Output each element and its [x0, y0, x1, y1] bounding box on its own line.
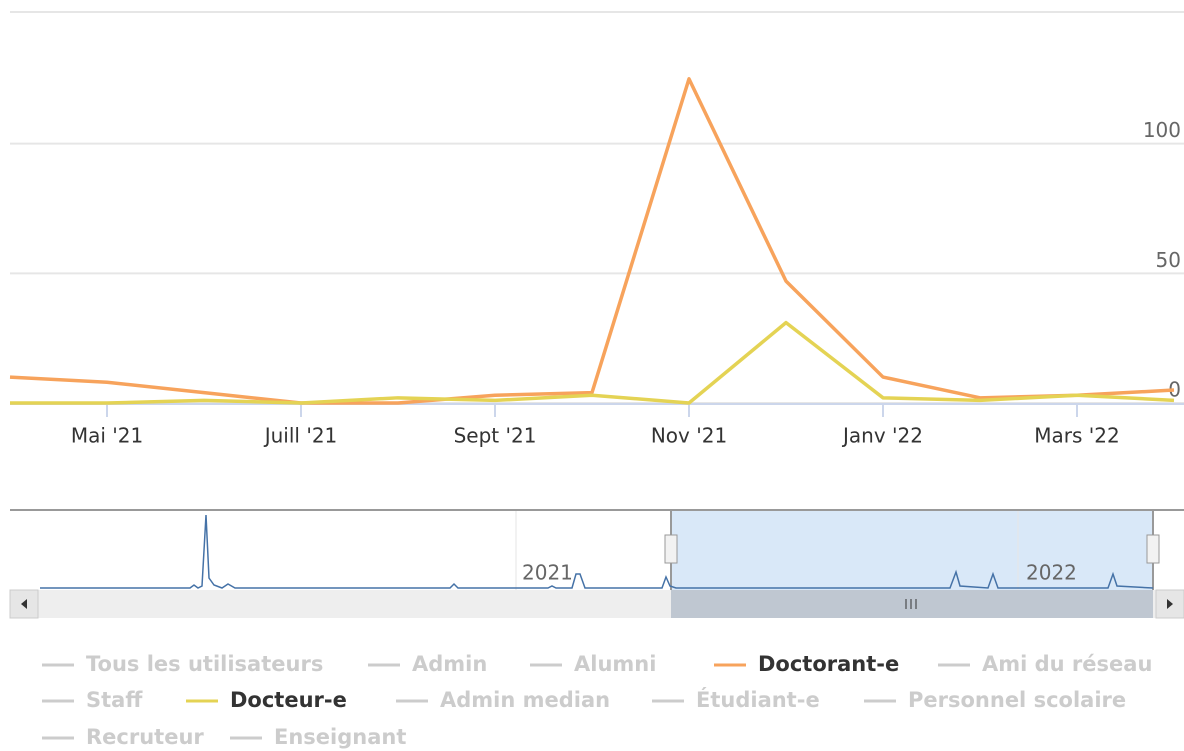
- navigator: 2021 2022: [10, 509, 1184, 590]
- legend-item[interactable]: Ami du réseau: [938, 652, 1152, 676]
- scrollbar-grip: [905, 599, 917, 609]
- legend-label: Étudiant-e: [696, 687, 820, 712]
- arrow-left: [21, 599, 27, 609]
- legend-label: Docteur-e: [230, 688, 347, 712]
- navigator-label: 2021: [522, 561, 573, 585]
- legend-item[interactable]: Tous les utilisateurs: [42, 652, 323, 676]
- legend-label: Alumni: [574, 652, 656, 676]
- x-tick-label: Sept '21: [454, 424, 537, 448]
- scrollbar-thumb[interactable]: [671, 590, 1153, 618]
- legend-item[interactable]: Docteur-e: [186, 688, 347, 712]
- navigator-handle[interactable]: [1146, 534, 1160, 564]
- legend-label: Admin median: [440, 688, 610, 712]
- y-tick-label: 100: [1143, 118, 1181, 142]
- legend-label: Personnel scolaire: [908, 688, 1126, 712]
- y-tick-label: 0: [1168, 378, 1181, 402]
- navigator-label: 2022: [1026, 561, 1077, 585]
- legend-label: Recruteur: [86, 725, 204, 749]
- scrollbar: [9, 589, 1184, 619]
- x-tick-label: Nov '21: [651, 424, 727, 448]
- x-tick-label: Janv '22: [841, 424, 923, 448]
- series-line: [9, 77, 1175, 405]
- y-tick-label: 50: [1156, 248, 1181, 272]
- legend-label: Staff: [86, 688, 143, 712]
- legend-label: Tous les utilisateurs: [86, 652, 323, 676]
- series-line: [10, 320, 1175, 405]
- x-tick-label: Juill '21: [263, 424, 338, 448]
- legend-item[interactable]: Alumni: [530, 652, 656, 676]
- legend-label: Doctorant-e: [758, 652, 899, 676]
- legend-label: Enseignant: [274, 725, 406, 749]
- navigator-selection: [671, 510, 1153, 590]
- legend-item[interactable]: Staff: [42, 688, 143, 712]
- legend-item[interactable]: Personnel scolaire: [864, 688, 1126, 712]
- x-tick-label: Mars '22: [1034, 424, 1119, 448]
- legend-item[interactable]: Doctorant-e: [714, 652, 899, 676]
- legend-item[interactable]: Enseignant: [230, 725, 406, 749]
- legend-label: Ami du réseau: [982, 652, 1152, 676]
- legend-item[interactable]: Recruteur: [42, 725, 204, 749]
- arrow-right: [1167, 599, 1173, 609]
- legend-label: Admin: [412, 652, 487, 676]
- navigator-handle[interactable]: [664, 534, 678, 564]
- legend-item[interactable]: Étudiant-e: [652, 687, 820, 712]
- legend-item[interactable]: Admin median: [396, 688, 610, 712]
- legend-item[interactable]: Admin: [368, 652, 487, 676]
- navigator-series: [40, 514, 1154, 589]
- x-tick-label: Mai '21: [71, 424, 143, 448]
